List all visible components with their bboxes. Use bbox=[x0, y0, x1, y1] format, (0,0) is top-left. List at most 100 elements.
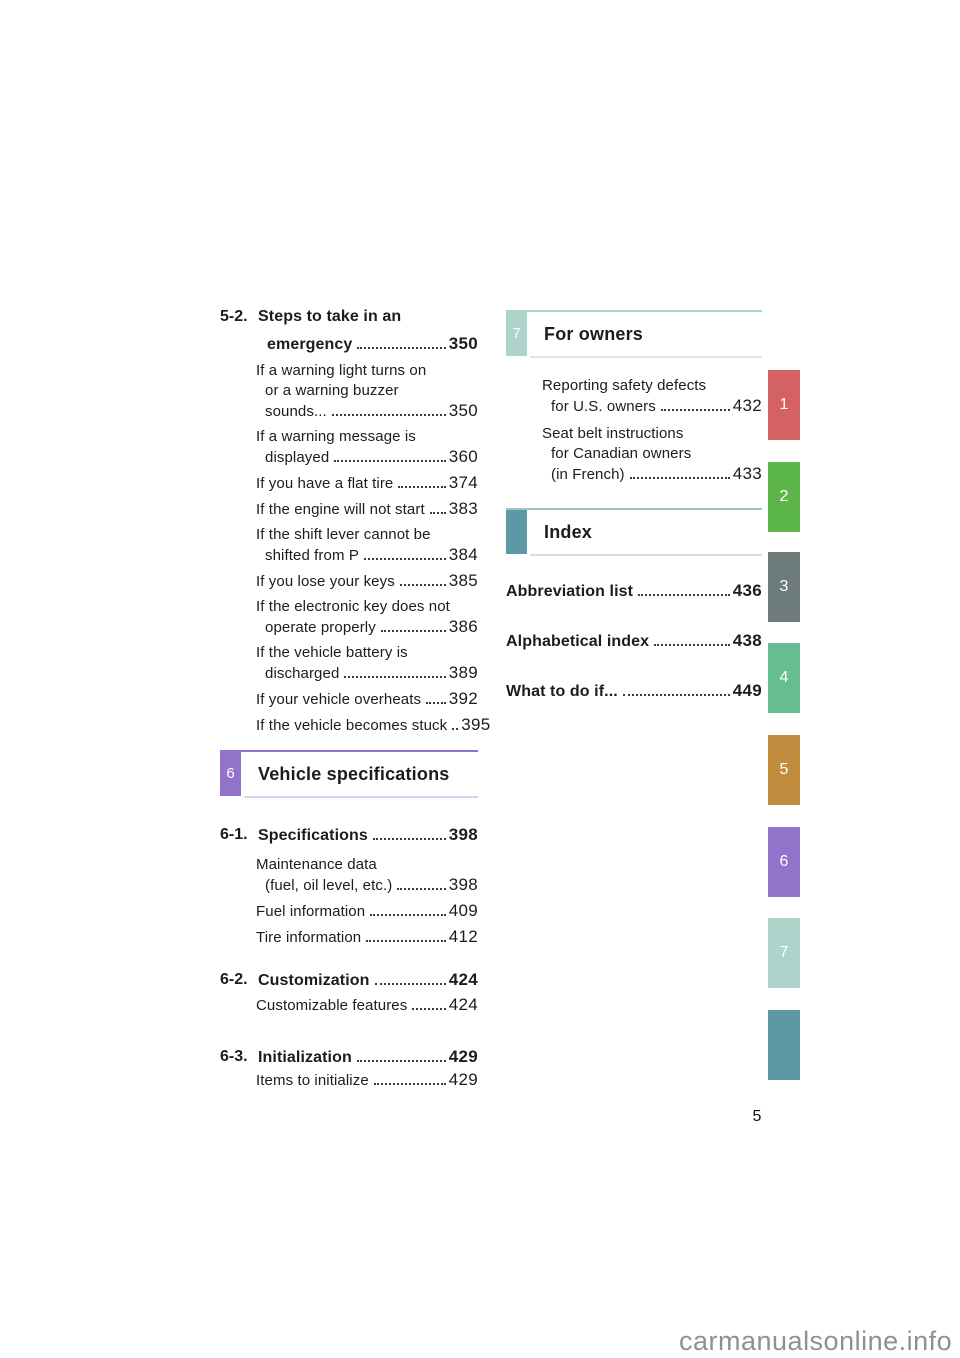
toc-entry-text: Specifications bbox=[258, 827, 368, 844]
dot-leader bbox=[372, 838, 446, 840]
section-number-badge bbox=[506, 510, 527, 554]
page-ref: 360 bbox=[448, 447, 478, 466]
toc-entry-line: Customizable features 424 bbox=[220, 995, 478, 1016]
toc-entry-line: What to do if... 449 bbox=[506, 681, 762, 702]
page-ref: 412 bbox=[448, 927, 478, 946]
section-title: Vehicle specifications bbox=[258, 764, 450, 784]
toc-entry-line: or a warning buzzer bbox=[265, 382, 399, 399]
toc-entry-line: (in French) 433 bbox=[506, 464, 762, 485]
toc-entry-line: If the vehicle becomes stuck 395 bbox=[220, 715, 490, 736]
page-ref: 398 bbox=[448, 875, 478, 894]
toc-entry-text: Initialization bbox=[258, 1049, 352, 1066]
toc-list-index: Abbreviation list 436 Alphabetical index 43… bbox=[506, 581, 762, 731]
toc-entry-line: displayed 360 bbox=[220, 447, 478, 468]
side-tab-1: 1 bbox=[768, 370, 800, 440]
toc-entry-line: Reporting safety defects bbox=[542, 377, 707, 394]
toc-entry: If you lose your keys 385 bbox=[220, 571, 478, 592]
toc-entry-text: If the vehicle becomes stuck bbox=[256, 717, 448, 734]
toc-entry-line: discharged 389 bbox=[220, 663, 478, 684]
side-tab-3: 3 bbox=[768, 552, 800, 622]
dot-leader bbox=[412, 1008, 446, 1010]
page-ref: 389 bbox=[448, 663, 478, 682]
page-ref: 449 bbox=[732, 681, 762, 700]
toc-entry: Customizable features 424 bbox=[220, 995, 478, 1016]
dot-leader bbox=[429, 512, 446, 514]
toc-entry: If a warning light turns on or a warning … bbox=[220, 361, 478, 422]
toc-entry-text: emergency bbox=[267, 336, 353, 353]
toc-entry: Reporting safety defects for U.S. owners 4… bbox=[506, 376, 762, 417]
section-number-badge: 7 bbox=[506, 312, 527, 356]
toc-entry: If the vehicle battery is discharged 389 bbox=[220, 643, 478, 684]
toc-entry-text: If the engine will not start bbox=[256, 501, 425, 518]
toc-entry-line: If a warning light turns on bbox=[256, 362, 427, 379]
toc-entry: 6-1. Specifications 398 bbox=[220, 821, 478, 849]
toc-entry-line: If the engine will not start 383 bbox=[220, 499, 478, 520]
page-ref: 385 bbox=[448, 571, 478, 590]
dot-leader bbox=[357, 347, 446, 349]
toc-entry-line: sounds... 350 bbox=[220, 401, 478, 422]
toc-section-6-2: 6-2. Customization 424 bbox=[220, 966, 478, 999]
toc-entry-line: Specifications 398 bbox=[220, 821, 478, 849]
watermark: carmanualsonline.info bbox=[679, 1326, 953, 1356]
toc-entry-text: discharged bbox=[265, 665, 340, 682]
toc-section-6-3: 6-3. Initialization 429 bbox=[220, 1043, 478, 1076]
dot-leader bbox=[344, 676, 446, 678]
toc-section-5-2: 5-2. Steps to take in an emergency 350 bbox=[220, 303, 478, 363]
page-ref: 429 bbox=[448, 1070, 478, 1089]
dot-leader bbox=[356, 1060, 446, 1062]
toc-entry-line: If the electronic key does not bbox=[256, 598, 450, 615]
toc-entry-line: Customization 424 bbox=[220, 966, 478, 994]
toc-entry-text: Alphabetical index bbox=[506, 633, 650, 650]
dot-leader bbox=[622, 694, 730, 696]
toc-entry-line: Steps to take in an bbox=[258, 308, 402, 325]
section-number: 6-2. bbox=[220, 971, 248, 988]
section-topline-rule bbox=[506, 310, 762, 312]
page-ref: 398 bbox=[448, 825, 478, 844]
page-ref: 409 bbox=[448, 901, 478, 920]
toc-entry-line: Seat belt instructions bbox=[542, 425, 684, 442]
toc-entry: If the shift lever cannot be shifted from… bbox=[220, 525, 478, 566]
toc-entry-line: Initialization 429 bbox=[220, 1043, 478, 1071]
toc-entry: Tire information 412 bbox=[220, 927, 478, 948]
side-tab-5: 5 bbox=[768, 735, 800, 805]
toc-entry: 6-3. Initialization 429 bbox=[220, 1043, 478, 1071]
section-number: 5-2. bbox=[220, 308, 248, 325]
dot-leader bbox=[397, 888, 446, 890]
page-ref: 374 bbox=[448, 473, 478, 492]
toc-entry-text: (fuel, oil level, etc.) bbox=[265, 877, 393, 894]
dot-leader bbox=[373, 1083, 446, 1085]
dot-leader bbox=[334, 460, 446, 462]
toc-entry: Fuel information 409 bbox=[220, 901, 478, 922]
toc-entry-text: sounds... bbox=[265, 403, 327, 420]
page-number: 5 bbox=[752, 1108, 762, 1125]
side-tab-4: 4 bbox=[768, 643, 800, 713]
section-number-badge: 6 bbox=[220, 752, 241, 796]
toc-entry: If the vehicle becomes stuck 395 bbox=[220, 715, 490, 736]
toc-entry-text: If your vehicle overheats bbox=[256, 691, 422, 708]
dot-leader bbox=[331, 414, 446, 416]
toc-entry-line: Abbreviation list 436 bbox=[506, 581, 762, 602]
toc-entry-line: Fuel information 409 bbox=[220, 901, 478, 922]
toc-entry-line: If you lose your keys 385 bbox=[220, 571, 478, 592]
section-underline-rule bbox=[530, 356, 762, 358]
dot-leader bbox=[660, 409, 730, 411]
toc-list-customization: Customizable features 424 bbox=[220, 995, 478, 1021]
dot-leader bbox=[399, 584, 446, 586]
section-number: 6-3. bbox=[220, 1048, 248, 1065]
toc-entry-text: If you lose your keys bbox=[256, 573, 395, 590]
toc-entry-line: shifted from P 384 bbox=[220, 545, 478, 566]
toc-entry-text: What to do if... bbox=[506, 683, 618, 700]
toc-entry-text: displayed bbox=[265, 449, 330, 466]
section-header-vehicle-specifications: 6 Vehicle specifications bbox=[220, 750, 478, 798]
side-tab-blank bbox=[768, 1010, 800, 1080]
toc-list-for-owners: Reporting safety defects for U.S. owners 4… bbox=[506, 376, 762, 492]
toc-entry-text: Customization bbox=[258, 972, 370, 989]
toc-entry: If you have a flat tire 374 bbox=[220, 473, 478, 494]
toc-entry-line: emergency 350 bbox=[220, 330, 478, 358]
toc-entry-line: If the vehicle battery is bbox=[256, 644, 408, 661]
page-ref: 386 bbox=[448, 617, 478, 636]
toc-list-initialization: Items to initialize 429 bbox=[220, 1070, 478, 1096]
toc-entry-line: Alphabetical index 438 bbox=[506, 631, 762, 652]
toc-entry: Seat belt instructions for Canadian owner… bbox=[506, 424, 762, 485]
toc-entry-text: shifted from P bbox=[265, 547, 359, 564]
